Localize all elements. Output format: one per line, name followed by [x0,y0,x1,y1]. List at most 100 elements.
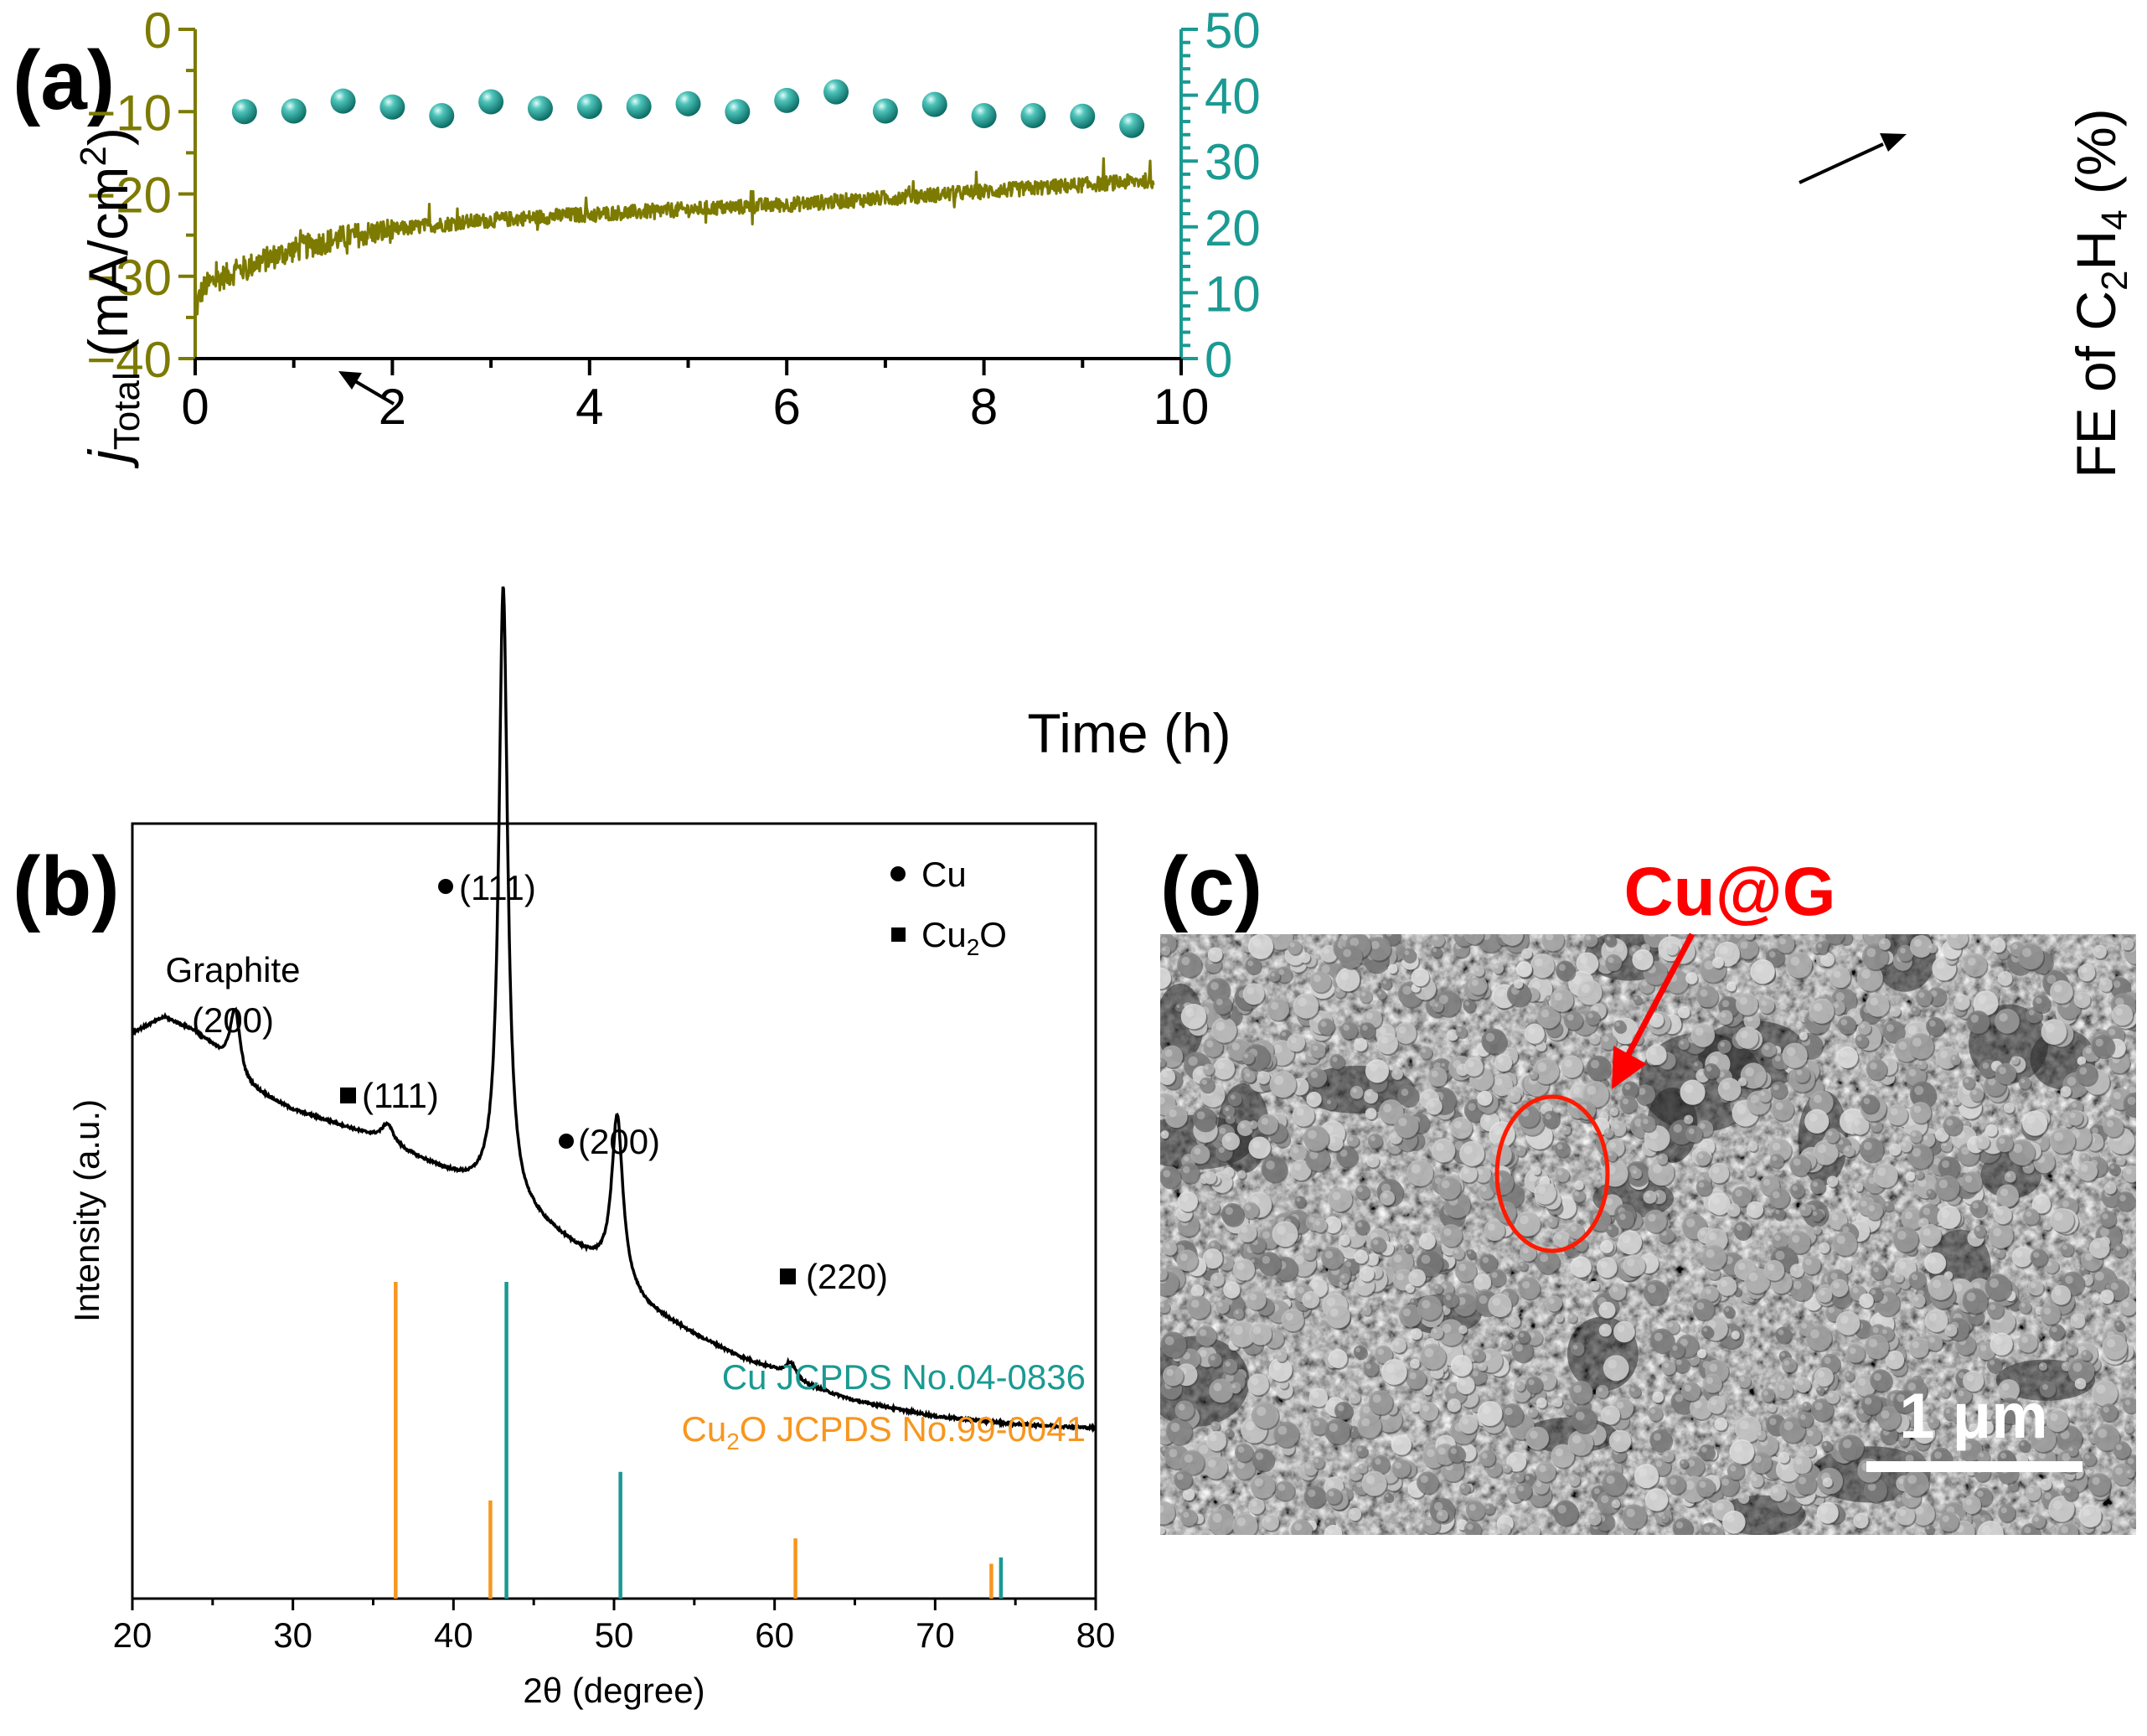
x-tick-label: 30 [273,1615,312,1655]
sem-particle-highlight [1996,1208,2004,1216]
sem-particle [1325,1304,1350,1329]
sem-particle [1886,1103,1908,1126]
sem-particle [1804,1108,1830,1134]
sem-particle [1577,979,1603,1005]
sem-particle [1927,1416,1940,1429]
sem-particle-highlight [1600,1495,1609,1504]
sem-particle [1966,1010,1990,1034]
sem-particle [1287,1033,1306,1052]
sem-particle [1366,936,1391,961]
sem-particle [1535,1398,1547,1408]
sem-particle [1551,1444,1575,1468]
sem-particle-highlight [1749,1143,1753,1147]
sem-particle-highlight [1277,1425,1288,1435]
sem-particle [1268,1357,1293,1382]
sem-particle-highlight [2034,1430,2044,1440]
sem-particle-highlight [1996,1249,2000,1254]
sem-particle-highlight [1740,1494,1745,1499]
sem-particle-highlight [1528,1379,1535,1386]
sem-particle [1555,1167,1570,1182]
sem-particle [1876,1406,1902,1430]
sem-particle-highlight [1250,1293,1257,1301]
sem-particle [1515,1380,1525,1392]
left-tick-label: −10 [86,85,172,141]
sem-particle-highlight [1898,1261,1907,1269]
sem-particle-highlight [1206,1040,1214,1048]
sem-particle [1813,1139,1839,1165]
sem-particle [1926,1334,1943,1351]
sem-particle-highlight [1772,1155,1778,1161]
sem-particle-highlight [2046,974,2057,984]
sem-particle [1553,1500,1578,1526]
sem-particle [1782,1042,1808,1068]
sem-particle [2077,1056,2087,1066]
sem-particle [1822,1477,1833,1488]
sem-particle-highlight [1327,1099,1332,1104]
sem-particle-highlight [1314,1459,1319,1464]
sem-particle [1570,1342,1585,1356]
sem-particle [2093,1423,2120,1451]
sem-particle-highlight [1639,1088,1646,1095]
sem-particle-highlight [1740,1030,1748,1039]
sem-particle-highlight [1861,969,1871,979]
sem-particle-highlight [1573,1384,1582,1393]
sem-particle [1803,1444,1816,1458]
sem-particle [1374,1345,1393,1364]
sem-particle [2038,1362,2047,1372]
sem-particle-highlight [1706,1377,1713,1384]
sem-particle-highlight [2000,1506,2007,1514]
sem-particle [2017,1332,2038,1353]
sem-particle [1918,1224,1942,1248]
sem-particle [1387,964,1398,974]
sem-particle [1207,1353,1222,1367]
sem-particle-highlight [1539,1465,1546,1473]
sem-particle-highlight [1685,1218,1695,1227]
sem-particle-highlight [1368,1157,1374,1162]
sem-particle [1381,979,1391,989]
sem-particle [1652,1391,1664,1403]
sem-particle [2099,1289,2114,1305]
sem-particle [1405,1283,1415,1293]
sem-particle-highlight [1448,1386,1457,1394]
sem-particle [1572,1189,1586,1202]
sem-particle [1928,1274,1953,1300]
sem-particle-highlight [1904,1211,1913,1220]
sem-particle-highlight [1886,1024,1894,1032]
sem-particle-highlight [1883,1279,1892,1286]
sem-particle-highlight [1412,1404,1417,1408]
sem-particle-highlight [1602,1242,1608,1248]
right-tick-label: 0 [1205,332,1232,388]
sem-particle [1417,1295,1443,1320]
sem-particle [1262,1513,1279,1531]
sem-particle [2025,1485,2041,1501]
sem-particle-highlight [2067,1077,2077,1086]
legend-cu-marker [890,866,906,881]
sem-particle-highlight [1467,1060,1474,1067]
sem-particle-highlight [1799,1476,1807,1485]
sem-particle-highlight [1375,1458,1381,1465]
sem-particle-highlight [1601,1325,1606,1331]
sem-particle-highlight [1942,1160,1950,1168]
sem-particle-highlight [1956,997,1963,1003]
sem-particle-highlight [1750,1094,1759,1103]
sem-particle-highlight [1311,1281,1319,1289]
sem-particle-highlight [1327,1527,1334,1535]
sem-particle-highlight [1290,1036,1297,1043]
sem-particle [1850,1115,1870,1135]
xrd-pattern-curve [131,586,1097,1434]
sem-particle-highlight [1308,1217,1315,1223]
sem-particle-highlight [2130,1519,2134,1523]
sem-particle-highlight [1236,1262,1245,1270]
sem-particle-highlight [1516,1146,1521,1151]
cu2o-111-label: (111) [362,1076,439,1115]
sem-particle [1664,942,1679,956]
sem-particle [1830,1279,1849,1298]
sem-particle-highlight [1321,964,1330,974]
sem-particle-highlight [1730,1465,1737,1472]
sem-particle [1328,1186,1353,1212]
sem-particle [1328,1349,1348,1368]
sem-particle-highlight [1716,1419,1721,1425]
sem-particle-highlight [1783,1360,1790,1366]
sem-particle [2060,1243,2074,1257]
sem-particle [1826,1390,1840,1404]
